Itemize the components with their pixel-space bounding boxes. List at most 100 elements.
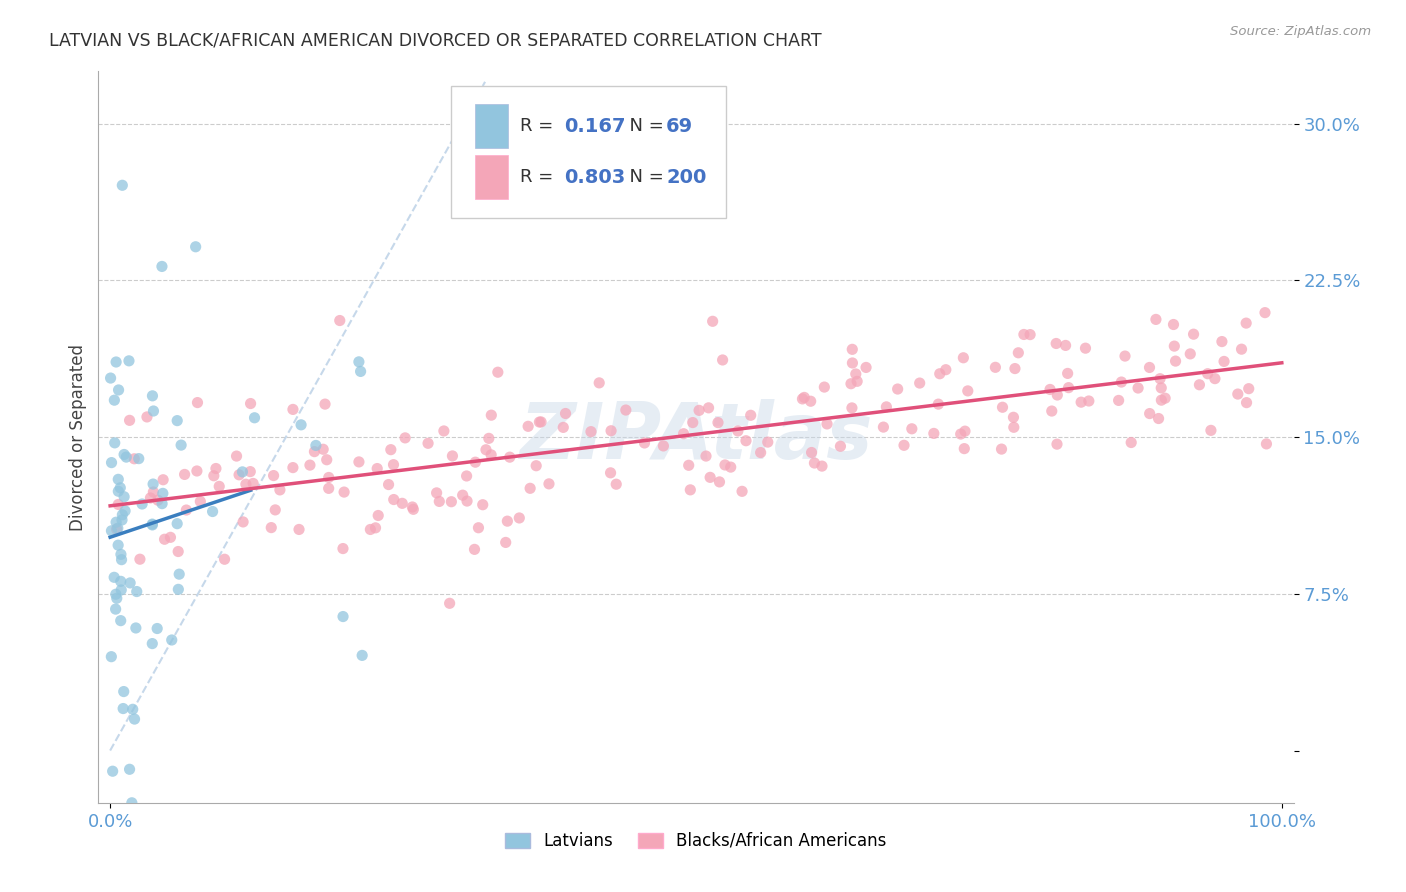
Point (153, 533, 176, 547)
Point (1139, 360, 1161, 375)
Point (731, 484, 754, 499)
Point (112, 684, 135, 698)
Point (367, 508, 389, 523)
Point (1040, 404, 1063, 418)
Point (614, 403, 637, 417)
Point (103, 393, 125, 408)
Point (935, 362, 957, 376)
Point (103, 570, 125, 584)
Point (146, 493, 169, 508)
Point (118, 354, 141, 368)
Point (426, 486, 449, 500)
Point (1057, 381, 1080, 395)
Point (228, 467, 250, 482)
Point (118, 762, 141, 776)
Point (439, 596, 461, 610)
Point (152, 473, 174, 487)
Point (1004, 361, 1026, 376)
Point (841, 401, 863, 415)
Point (352, 648, 374, 663)
Point (167, 544, 190, 558)
Point (142, 404, 165, 418)
Point (697, 401, 720, 415)
Point (141, 517, 163, 532)
Point (124, 712, 146, 726)
Point (1164, 354, 1187, 368)
Point (1254, 305, 1277, 319)
Point (991, 401, 1014, 415)
FancyBboxPatch shape (475, 104, 509, 148)
Point (1126, 381, 1149, 395)
Point (160, 632, 183, 647)
Point (314, 397, 336, 411)
Point (382, 492, 405, 507)
Point (1108, 393, 1130, 408)
Point (830, 439, 852, 453)
Point (281, 460, 304, 475)
Point (1019, 327, 1042, 342)
Point (100, 649, 122, 664)
Point (142, 477, 165, 491)
Point (120, 575, 142, 590)
Point (186, 395, 208, 409)
Point (688, 403, 710, 417)
Point (315, 452, 337, 467)
Point (1114, 349, 1136, 363)
Point (105, 591, 128, 606)
Point (391, 496, 413, 510)
Point (118, 413, 141, 427)
Point (519, 481, 541, 495)
Point (107, 538, 129, 552)
Point (214, 552, 236, 566)
Point (1012, 327, 1035, 342)
Point (841, 343, 863, 357)
Point (304, 444, 326, 458)
Point (112, 701, 135, 715)
Point (111, 508, 134, 522)
Point (499, 450, 522, 465)
Point (872, 420, 894, 434)
Point (112, 490, 135, 504)
Point (332, 609, 354, 624)
FancyBboxPatch shape (475, 155, 509, 200)
Point (1077, 394, 1099, 409)
Point (312, 442, 335, 457)
Point (1180, 347, 1202, 361)
Point (1139, 407, 1161, 421)
Point (167, 582, 190, 597)
Point (231, 465, 253, 479)
Point (150, 497, 173, 511)
Point (366, 461, 388, 475)
Point (433, 424, 456, 438)
Point (281, 402, 304, 417)
Point (811, 459, 834, 474)
Point (125, 621, 148, 635)
Point (517, 419, 540, 434)
Point (1154, 391, 1177, 405)
Point (104, 587, 127, 601)
Point (1234, 316, 1257, 330)
Point (104, 435, 127, 450)
Point (263, 468, 285, 483)
Point (633, 436, 655, 450)
Point (600, 424, 623, 438)
Point (110, 481, 132, 495)
Point (110, 552, 132, 566)
Point (205, 461, 228, 475)
Point (115, 450, 138, 464)
Point (112, 448, 135, 462)
Point (1007, 346, 1029, 360)
Point (101, 764, 124, 779)
Point (735, 434, 758, 448)
Point (105, 522, 128, 536)
Point (605, 477, 627, 491)
Point (100, 524, 122, 538)
Point (486, 365, 509, 379)
Point (496, 514, 519, 528)
Point (142, 485, 165, 500)
Text: LATVIAN VS BLACK/AFRICAN AMERICAN DIVORCED OR SEPARATED CORRELATION CHART: LATVIAN VS BLACK/AFRICAN AMERICAN DIVORC… (49, 31, 823, 49)
Point (122, 451, 145, 466)
Point (121, 796, 143, 810)
Text: R =: R = (520, 169, 560, 186)
Point (318, 482, 340, 496)
